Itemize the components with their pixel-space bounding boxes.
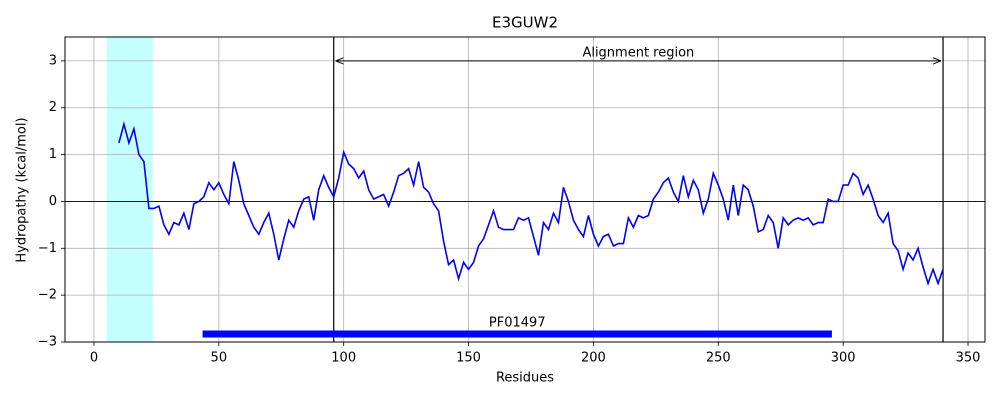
y-tick-label: 0 (49, 194, 57, 209)
domain-label: PF01497 (489, 316, 546, 331)
highlight-span (106, 37, 153, 342)
y-tick-label: −3 (38, 335, 57, 350)
chart-title: E3GUW2 (492, 14, 558, 32)
y-tick-label: −2 (38, 288, 57, 303)
y-tick-label: −1 (38, 241, 57, 256)
y-axis-label: Hydropathy (kcal/mol) (15, 117, 30, 262)
hydropathy-line (118, 121, 944, 286)
y-tick-label: 3 (49, 53, 57, 68)
y-tick-label: 2 (49, 100, 57, 115)
x-tick-label: 50 (211, 351, 228, 366)
y-tick-label: 1 (49, 147, 57, 162)
x-tick-label: 300 (831, 351, 856, 366)
x-tick-label: 100 (331, 351, 356, 366)
x-tick-label: 250 (706, 351, 731, 366)
plot-frame (64, 36, 986, 343)
x-tick-label: 150 (456, 351, 481, 366)
x-axis-label: Residues (496, 371, 554, 386)
x-tick-label: 350 (956, 351, 981, 366)
x-tick-label: 200 (581, 351, 606, 366)
region-label: Alignment region (582, 45, 694, 60)
x-tick-label: 0 (90, 351, 98, 366)
